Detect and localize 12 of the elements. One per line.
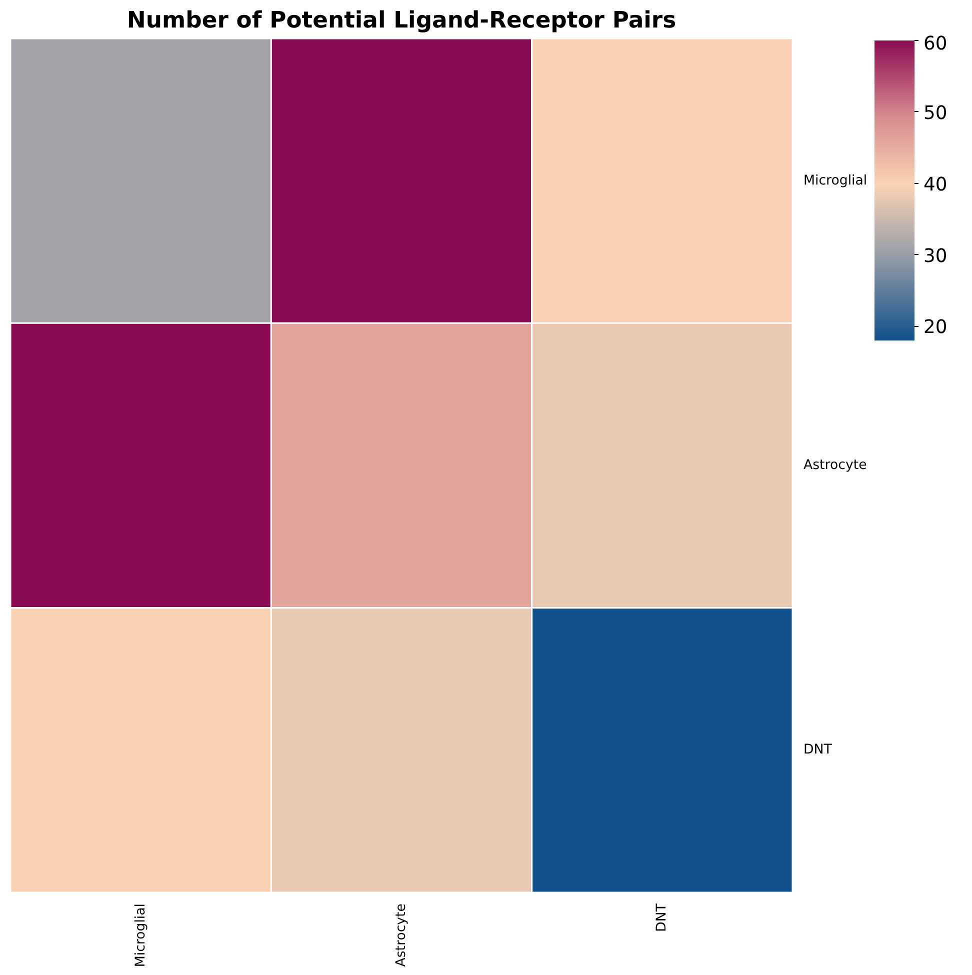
y-tick-label: DNT [804, 742, 833, 758]
color-bar-label: 40 [924, 174, 948, 196]
color-bar-label: 60 [924, 34, 948, 54]
color-bar-label: 30 [924, 246, 948, 267]
y-tick-label: Microglial [804, 173, 868, 188]
x-tick-label: Astrocyte [394, 903, 409, 967]
x-tick-label: DNT [654, 902, 670, 932]
color-bar-label: 50 [924, 102, 948, 124]
y-tick-label: Astrocyte [804, 458, 867, 473]
color-bar-label: 20 [924, 317, 948, 338]
chart-title: Number of Potential Ligand-Receptor Pairs [126, 8, 676, 34]
x-tick-label: Microglial [133, 904, 148, 968]
